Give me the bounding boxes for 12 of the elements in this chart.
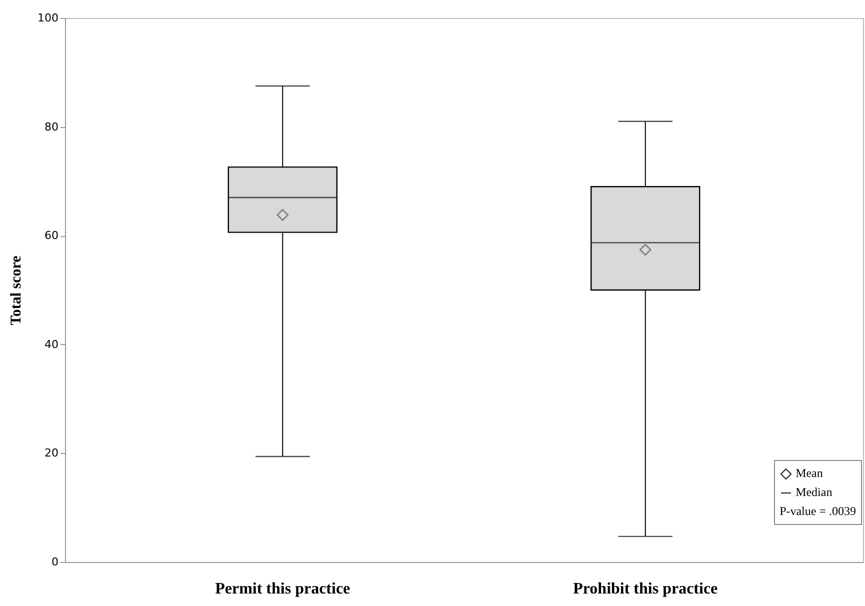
y-tick-label: 0: [52, 556, 58, 568]
annotation: P-value = .0039: [780, 504, 856, 518]
y-tick-label: 100: [38, 12, 58, 24]
y-tick-label: 80: [44, 120, 58, 134]
y-tick-label: 40: [44, 338, 58, 351]
annotation: Median: [796, 485, 832, 499]
annotation: Mean: [796, 466, 823, 480]
y-tick-label: 60: [44, 229, 58, 242]
x-tick-label: Prohibit this practice: [573, 580, 718, 598]
y-axis-title: Total score: [8, 255, 25, 326]
x-tick-label: Permit this practice: [215, 580, 350, 598]
y-tick-label: 20: [44, 446, 58, 460]
